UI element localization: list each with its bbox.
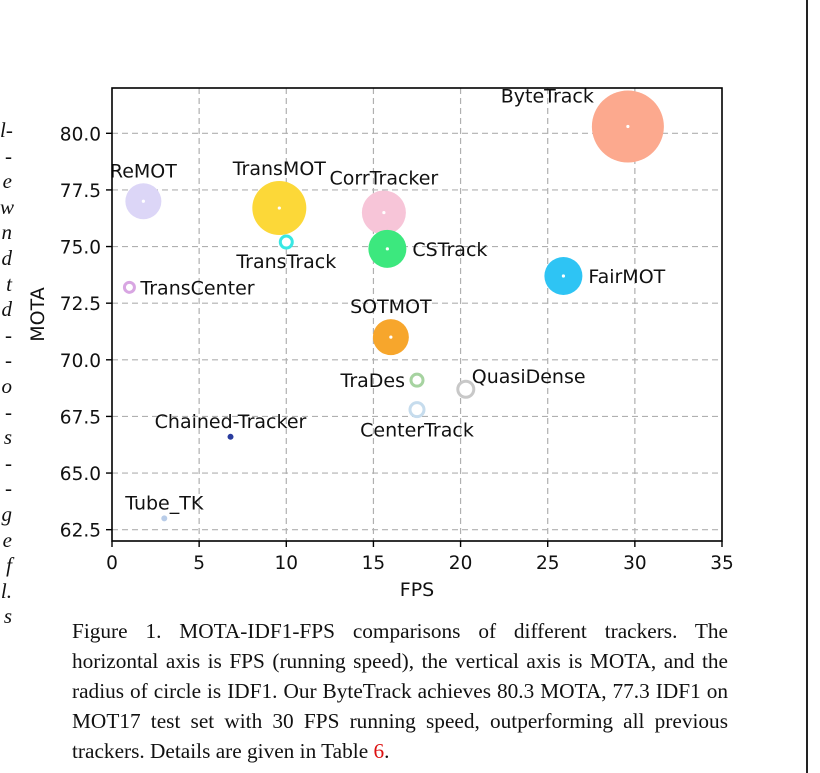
right-column-rule — [806, 0, 808, 773]
point-label: TransTrack — [235, 251, 336, 273]
table-reference-link[interactable]: 6 — [373, 739, 385, 763]
point-label: ByteTrack — [501, 86, 594, 108]
y-tick-label: 77.5 — [60, 181, 101, 202]
y-tick-label: 75.0 — [60, 238, 101, 259]
bubble-center-dot — [389, 335, 393, 339]
x-tick-label: 5 — [193, 553, 205, 574]
figure-caption: Figure 1. MOTA-IDF1-FPS comparisons of d… — [72, 616, 728, 766]
caption-text: Figure 1. MOTA-IDF1-FPS comparisons of d… — [72, 619, 728, 763]
point-label: Chained-Tracker — [155, 411, 307, 433]
left-fragment: - — [5, 450, 12, 475]
bubble-center-dot — [626, 124, 630, 129]
x-tick-label: 35 — [710, 553, 734, 574]
point-label: TraDes — [340, 370, 406, 392]
left-fragment: - — [5, 348, 12, 373]
point-label: FairMOT — [588, 266, 665, 288]
left-fragment: - — [5, 399, 12, 424]
y-tick-label: 62.5 — [60, 521, 101, 542]
left-fragment: - — [5, 143, 12, 168]
point-label: ReMOT — [110, 160, 177, 182]
bubble-centertrack — [408, 401, 426, 419]
bubble-chained-tracker — [227, 433, 234, 440]
bubble-center-dot — [561, 274, 566, 278]
bubble-chart: ByteTrack ReMOT TransMOT CorrTracker TransTr… — [27, 86, 734, 601]
caption-end: . — [384, 739, 390, 763]
x-tick-label: 15 — [362, 553, 386, 574]
left-fragment: e — [2, 169, 12, 194]
point-label: Tube_TK — [124, 492, 204, 514]
y-tick-label: 80.0 — [60, 124, 101, 145]
x-tick-label: 30 — [623, 553, 647, 574]
x-tick-label: 0 — [106, 553, 118, 574]
left-fragment: t — [6, 271, 12, 296]
bubble-quasidense — [456, 379, 476, 399]
point-label: CorrTracker — [330, 168, 439, 190]
plot-frame — [111, 87, 723, 542]
left-fragment: n — [1, 220, 13, 245]
x-axis-label: FPS — [400, 579, 434, 601]
left-fragment: l- — [0, 118, 13, 142]
left-fragment: o — [1, 373, 13, 398]
left-fragment: d — [1, 297, 13, 322]
point-label: CenterTrack — [360, 420, 474, 442]
left-fragment: s — [3, 604, 12, 629]
x-tick-label: 20 — [449, 553, 473, 574]
point-label: TransCenter — [139, 277, 254, 299]
x-tick-label: 10 — [275, 553, 299, 574]
left-fragment: s — [3, 425, 12, 450]
left-fragment: f — [6, 553, 12, 578]
y-tick-label: 72.5 — [60, 294, 101, 315]
left-fragment: w — [0, 194, 15, 219]
point-label: TransMOT — [232, 158, 327, 180]
left-fragment: l. — [0, 578, 12, 603]
bubble-transcenter — [122, 280, 136, 294]
bubble-trades — [409, 372, 425, 388]
x-tick-label: 25 — [536, 553, 560, 574]
y-tick-label: 65.0 — [60, 464, 101, 485]
bubble-transtrack — [278, 234, 294, 250]
y-tick-label: 70.0 — [60, 351, 101, 372]
y-axis-label: MOTA — [27, 287, 49, 341]
left-fragment: - — [5, 476, 12, 501]
bubble-tube-tk — [161, 515, 168, 522]
bubble-center-dot — [141, 199, 145, 203]
bubble-center-dot — [382, 210, 386, 215]
bubble-center-dot — [277, 206, 281, 210]
left-fragment: g — [1, 501, 13, 526]
left-fragment: d — [1, 245, 13, 270]
point-label: CSTrack — [412, 239, 487, 261]
point-label: QuasiDense — [472, 366, 586, 388]
bubble-center-dot — [385, 247, 389, 251]
point-label: SOTMOT — [350, 296, 432, 318]
left-fragment: e — [2, 527, 12, 552]
left-fragment: - — [5, 322, 12, 347]
y-tick-label: 67.5 — [60, 407, 101, 428]
left-column-text-fragments: l- - e w n d t d - - o - s - - g e f l. s — [0, 118, 15, 630]
